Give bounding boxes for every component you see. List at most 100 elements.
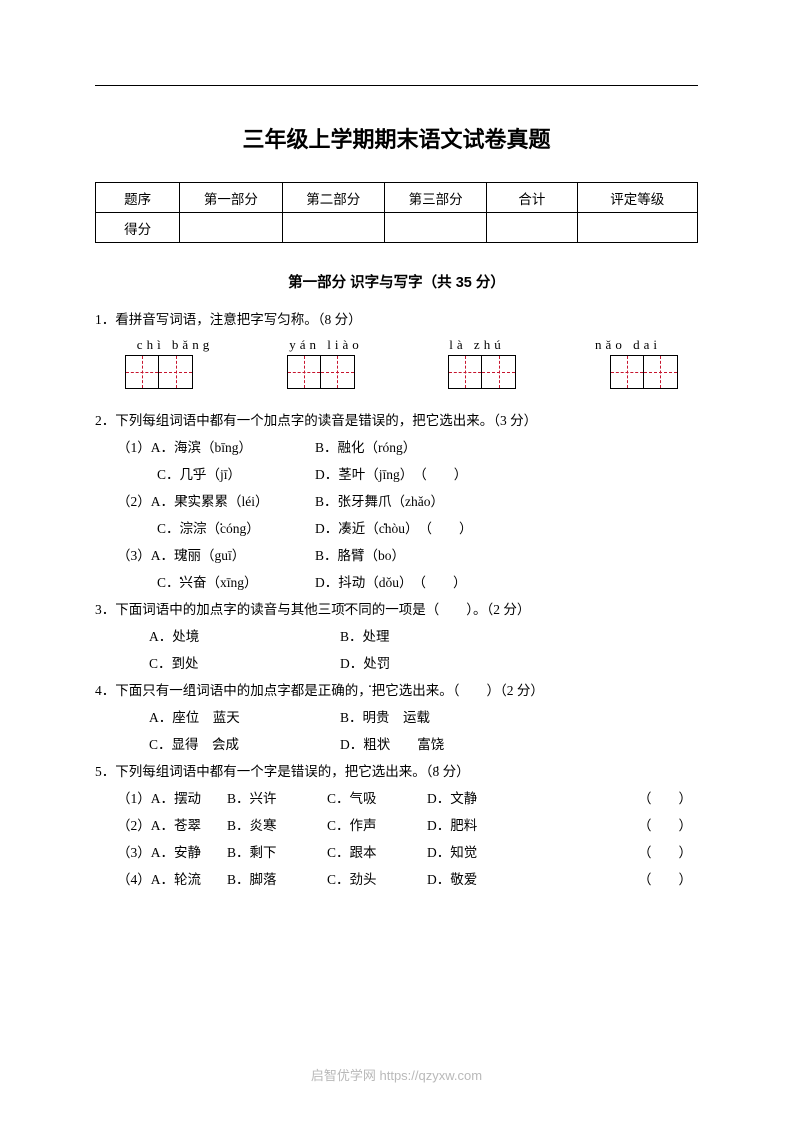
txt: 剩下: [250, 845, 277, 860]
score-col-4: 合计: [487, 183, 577, 213]
q2-2-C: C．淙淙（cóng）: [117, 515, 315, 542]
txt: 劲头: [350, 872, 377, 887]
score-blank[interactable]: [384, 213, 486, 243]
pinyin-label: yán liào: [276, 337, 376, 353]
q4-options: A．座位 蓝天 C．显得 会成 B．明贵 运载 D．粗状 富饶: [95, 704, 698, 758]
txt: 知觉: [450, 845, 477, 860]
pinyin-label: nǎo dai: [578, 337, 678, 353]
txt: 得: [185, 737, 199, 752]
txt: 位: [186, 710, 200, 725]
tianzige-box[interactable]: [644, 355, 678, 389]
q1-boxes-row: [95, 355, 698, 407]
dotted-char: 会: [212, 731, 226, 758]
score-blank[interactable]: [577, 213, 697, 243]
q2-3-A: （3）A．瑰丽（guī）: [117, 542, 315, 569]
answer-slot[interactable]: （ ）: [413, 461, 467, 488]
q2-1-D: D．茎叶（jīng）（ ）: [315, 461, 698, 488]
txt: 文静: [450, 791, 477, 806]
score-blank[interactable]: [282, 213, 384, 243]
dotted-char: 处: [363, 650, 377, 677]
q2-2-A: （2）A．果实累累（léi）: [117, 488, 315, 515]
q2-3-D: D．抖动（dǒu）（ ）: [315, 569, 698, 596]
tianzige-pair: [287, 355, 355, 389]
txt: 天: [226, 710, 240, 725]
q5-3-D: D．知觉: [427, 839, 537, 866]
txt: 明: [363, 710, 377, 725]
score-row-label: 得分: [96, 213, 180, 243]
answer-slot[interactable]: （ ）: [638, 785, 692, 812]
section-1-header: 第一部分 识字与写字（共 35 分）: [95, 271, 698, 292]
q3-D: D．处罚: [340, 650, 698, 677]
dotted-char: 融: [338, 434, 352, 461]
answer-slot[interactable]: （ ）: [638, 866, 692, 893]
txt: 作声: [350, 818, 377, 833]
txt: 摆动: [174, 791, 201, 806]
answer-slot[interactable]: （ ）: [638, 812, 692, 839]
tianzige-box[interactable]: [448, 355, 482, 389]
answer-slot[interactable]: （ ）: [413, 569, 467, 596]
q5-2-A: （2）A．苍翠: [117, 812, 227, 839]
q2-1-A: （1）A．海滨（bīng）: [117, 434, 315, 461]
txt: 淙: [193, 521, 207, 536]
answer-slot[interactable]: （ ）: [419, 515, 473, 542]
group-label: （3）: [117, 548, 151, 563]
score-value-row: 得分: [96, 213, 698, 243]
tianzige-pair: [125, 355, 193, 389]
tianzige-box[interactable]: [287, 355, 321, 389]
q2-1-B: B．融化（róng）: [315, 434, 698, 461]
q4-A: A．座位 蓝天: [149, 704, 340, 731]
q5-1-A: （1）A．摆动: [117, 785, 227, 812]
score-blank[interactable]: [180, 213, 282, 243]
q5-3-B: B．剩下: [227, 839, 327, 866]
answer-slot[interactable]: （ ）: [638, 839, 692, 866]
dotted-char: 茎: [338, 461, 352, 488]
txt: 近: [352, 521, 366, 536]
dotted-char: 爪: [378, 488, 392, 515]
q2-2-B: B．张牙舞爪（zhǎo）: [315, 488, 698, 515]
txt: 炎寒: [250, 818, 277, 833]
tianzige-box[interactable]: [321, 355, 355, 389]
q5-4-C: C．劲头: [327, 866, 427, 893]
txt: 果实累: [174, 494, 215, 509]
dotted-char: 显: [172, 731, 186, 758]
q5-1-C: C．气吸: [327, 785, 427, 812]
txt: 成: [226, 737, 240, 752]
score-table: 题序 第一部分 第二部分 第三部分 合计 评定等级 得分: [95, 182, 698, 243]
pinyin: （guī）: [201, 548, 245, 563]
top-rule: [95, 85, 698, 86]
q5-4-A: （4）A．轮流: [117, 866, 227, 893]
q4-stem: 4．下面只有一组词语中的加点字都是正确的，把它选出来。（ ）（2 分）: [95, 677, 698, 704]
tianzige-box[interactable]: [610, 355, 644, 389]
q2-3-B: B．胳臂（bo）: [315, 542, 698, 569]
dotted-char: 瑰: [174, 542, 188, 569]
pinyin: （jīng）: [365, 467, 413, 482]
txt: 海: [174, 440, 188, 455]
q2-stem: 2．下列每组词语中都有一个加点字的读音是错误的，把它选出来。（3 分）: [95, 407, 698, 434]
q5-3-A: （3）A．安静: [117, 839, 227, 866]
dotted-char: 累: [215, 488, 229, 515]
pinyin: （bīng）: [201, 440, 252, 455]
pinyin-label: chì bǎng: [125, 337, 225, 353]
q3-A: A．处境: [149, 623, 340, 650]
q3-options: A．处境 C．到处 B．处理 D．处罚: [95, 623, 698, 677]
tianzige-box[interactable]: [482, 355, 516, 389]
pinyin: （léi）: [228, 494, 269, 509]
txt: 气吸: [350, 791, 377, 806]
group-label: （1）: [117, 440, 151, 455]
group-label: （1）: [117, 791, 151, 806]
sep: [199, 710, 213, 725]
dotted-char: 座: [172, 704, 186, 731]
group-label: （2）: [117, 818, 151, 833]
tianzige-box[interactable]: [159, 355, 193, 389]
txt: 脚落: [250, 872, 277, 887]
score-blank[interactable]: [487, 213, 577, 243]
q2-1-C: C．几乎（jī）: [117, 461, 315, 488]
q5-row-4: （4）A．轮流 B．脚落 C．劲头 D．敬爱 （ ）: [95, 866, 698, 893]
group-label: （2）: [117, 494, 151, 509]
exam-title: 三年级上学期期末语文试卷真题: [95, 122, 698, 154]
pinyin: （zhǎo）: [392, 494, 444, 509]
tianzige-pair: [610, 355, 678, 389]
txt: 兴许: [250, 791, 277, 806]
tianzige-box[interactable]: [125, 355, 159, 389]
q5-4-D: D．敬爱: [427, 866, 537, 893]
